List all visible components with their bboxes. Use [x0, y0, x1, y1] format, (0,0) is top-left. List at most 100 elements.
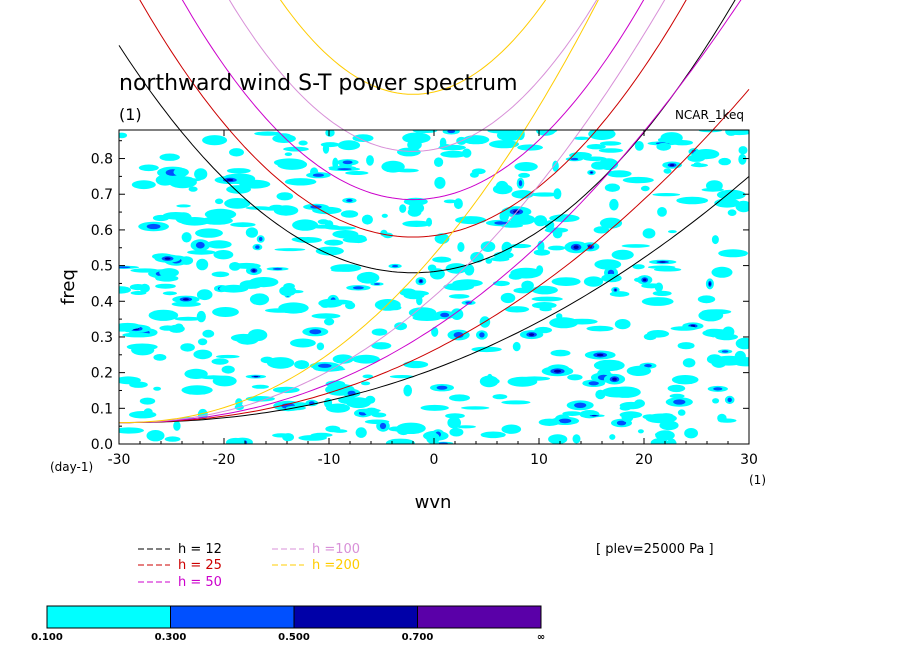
power-patch — [164, 436, 181, 442]
power-patch — [598, 148, 624, 153]
power-patch — [449, 427, 464, 437]
power-patch — [265, 308, 297, 313]
power-patch — [330, 264, 362, 272]
power-patch — [346, 397, 371, 409]
power-patch — [129, 381, 148, 388]
dispersion-curve-lower — [119, 0, 666, 424]
power-patch — [461, 406, 490, 410]
power-patch — [471, 168, 486, 175]
power-patch — [298, 140, 308, 146]
power-patch-strong — [588, 381, 599, 386]
power-patch — [712, 398, 720, 404]
power-patch — [179, 217, 210, 226]
power-patch — [229, 148, 244, 157]
y-tick-label: 0.5 — [91, 259, 113, 275]
x-axis-label: wvn — [415, 492, 452, 513]
power-patch — [245, 227, 258, 238]
power-patch — [402, 221, 433, 226]
power-patch — [593, 226, 610, 234]
power-patch — [735, 337, 749, 350]
power-patch-strong — [309, 329, 322, 335]
power-patch-peak — [709, 282, 711, 286]
power-patch-peak — [612, 377, 617, 381]
power-patch — [668, 230, 677, 234]
power-patch — [219, 284, 249, 293]
power-patch — [332, 230, 359, 239]
power-patch — [350, 234, 367, 244]
power-patch — [129, 411, 157, 419]
power-patch — [320, 302, 330, 308]
power-patch — [381, 160, 405, 173]
power-patch-strong — [346, 199, 353, 202]
power-patch — [573, 136, 590, 140]
power-patch — [325, 130, 335, 137]
power-patch — [324, 226, 356, 230]
power-patch — [195, 228, 223, 238]
power-patch — [326, 403, 350, 413]
power-patch — [549, 214, 580, 223]
power-patch — [162, 291, 177, 296]
power-patch — [667, 384, 686, 393]
power-patch — [583, 156, 607, 162]
power-patch — [426, 432, 440, 444]
power-patch — [403, 360, 429, 369]
power-patch — [447, 416, 462, 429]
power-patch — [614, 319, 631, 330]
power-patch — [500, 292, 516, 304]
power-patch — [653, 267, 682, 272]
power-patch — [495, 180, 509, 193]
power-patch — [552, 228, 563, 239]
plev-annotation: [ plev=25000 Pa ] — [596, 542, 714, 557]
power-patch — [332, 157, 339, 169]
power-patch — [538, 418, 561, 426]
power-patch — [671, 375, 699, 385]
power-patch — [420, 404, 449, 411]
colorbar-segment — [417, 605, 542, 629]
power-patch-strong — [616, 420, 627, 426]
power-patch — [715, 333, 738, 341]
power-patch — [518, 376, 551, 381]
power-patch — [403, 384, 413, 397]
power-patch — [445, 413, 465, 419]
power-patch — [539, 130, 558, 134]
power-patch — [562, 411, 582, 416]
power-patch-peak — [164, 257, 171, 260]
power-patch — [552, 160, 559, 172]
power-patch — [254, 131, 282, 136]
power-patch — [480, 431, 506, 439]
power-patch — [452, 279, 483, 287]
power-patch — [426, 217, 432, 227]
power-patch — [146, 430, 165, 442]
power-patch — [389, 375, 415, 379]
power-patch — [119, 132, 128, 139]
colorbar-segment — [293, 605, 418, 629]
power-patch — [693, 162, 702, 166]
dispersion-curve-lower — [119, 176, 750, 424]
power-patch — [593, 359, 625, 372]
legend-label: h = 12 — [178, 542, 222, 557]
power-patch — [611, 249, 634, 260]
power-patch — [622, 176, 654, 184]
power-patch — [637, 429, 644, 434]
power-patch — [221, 365, 235, 374]
power-patch — [396, 422, 426, 434]
power-patch — [315, 246, 344, 256]
power-patch — [711, 235, 719, 245]
power-patch — [550, 349, 571, 357]
power-patch — [462, 148, 472, 158]
power-patch — [247, 329, 268, 342]
power-patch — [325, 380, 346, 388]
power-patch — [168, 176, 197, 189]
power-patch — [462, 135, 490, 145]
power-patch — [174, 316, 202, 321]
power-patch — [212, 307, 239, 317]
power-patch — [402, 132, 431, 144]
power-patch — [211, 358, 229, 365]
power-patch — [676, 196, 709, 205]
chart-title: northward wind S-T power spectrum — [119, 71, 518, 96]
power-patch — [283, 146, 309, 152]
power-patch — [206, 240, 232, 249]
power-patch — [521, 280, 534, 291]
